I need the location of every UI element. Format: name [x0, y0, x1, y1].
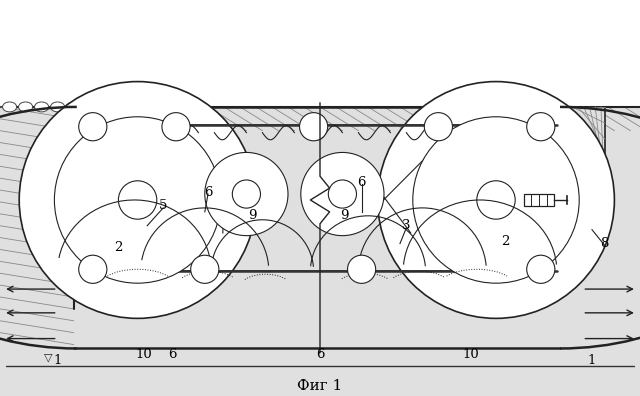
Text: 6: 6	[168, 348, 177, 361]
Circle shape	[205, 152, 288, 236]
Circle shape	[118, 181, 157, 219]
Text: 6: 6	[357, 176, 366, 188]
Text: 2: 2	[501, 235, 510, 248]
Bar	[0, 107, 640, 396]
Circle shape	[54, 117, 221, 283]
Text: 3: 3	[402, 219, 411, 232]
Text: 9: 9	[248, 209, 257, 222]
Circle shape	[527, 112, 555, 141]
Text: 1: 1	[588, 354, 596, 367]
Text: 2: 2	[114, 241, 123, 254]
Bar	[524, 194, 554, 206]
Text: Фиг 1: Фиг 1	[298, 379, 342, 393]
Ellipse shape	[19, 102, 33, 112]
Circle shape	[378, 82, 614, 318]
Circle shape	[79, 255, 107, 284]
Circle shape	[191, 255, 219, 284]
Circle shape	[300, 112, 328, 141]
Circle shape	[527, 255, 555, 284]
Text: 10: 10	[462, 348, 479, 361]
Text: 1: 1	[53, 354, 62, 367]
Ellipse shape	[67, 102, 81, 112]
Text: 6: 6	[316, 348, 324, 361]
Circle shape	[424, 112, 452, 141]
Circle shape	[477, 181, 515, 219]
Ellipse shape	[3, 102, 17, 112]
Circle shape	[413, 117, 579, 283]
Circle shape	[232, 180, 260, 208]
Ellipse shape	[51, 102, 65, 112]
Text: ▽: ▽	[44, 352, 52, 362]
Text: 9: 9	[340, 209, 349, 222]
Circle shape	[328, 180, 356, 208]
Circle shape	[19, 82, 256, 318]
Text: 8: 8	[600, 237, 609, 250]
Polygon shape	[566, 107, 605, 214]
Ellipse shape	[35, 102, 49, 112]
Circle shape	[162, 112, 190, 141]
Text: 5: 5	[159, 200, 168, 212]
Text: 10: 10	[136, 348, 152, 361]
Circle shape	[79, 112, 107, 141]
Text: 6: 6	[204, 186, 212, 198]
Bar	[0, 107, 74, 396]
Circle shape	[348, 255, 376, 284]
Circle shape	[301, 152, 384, 236]
